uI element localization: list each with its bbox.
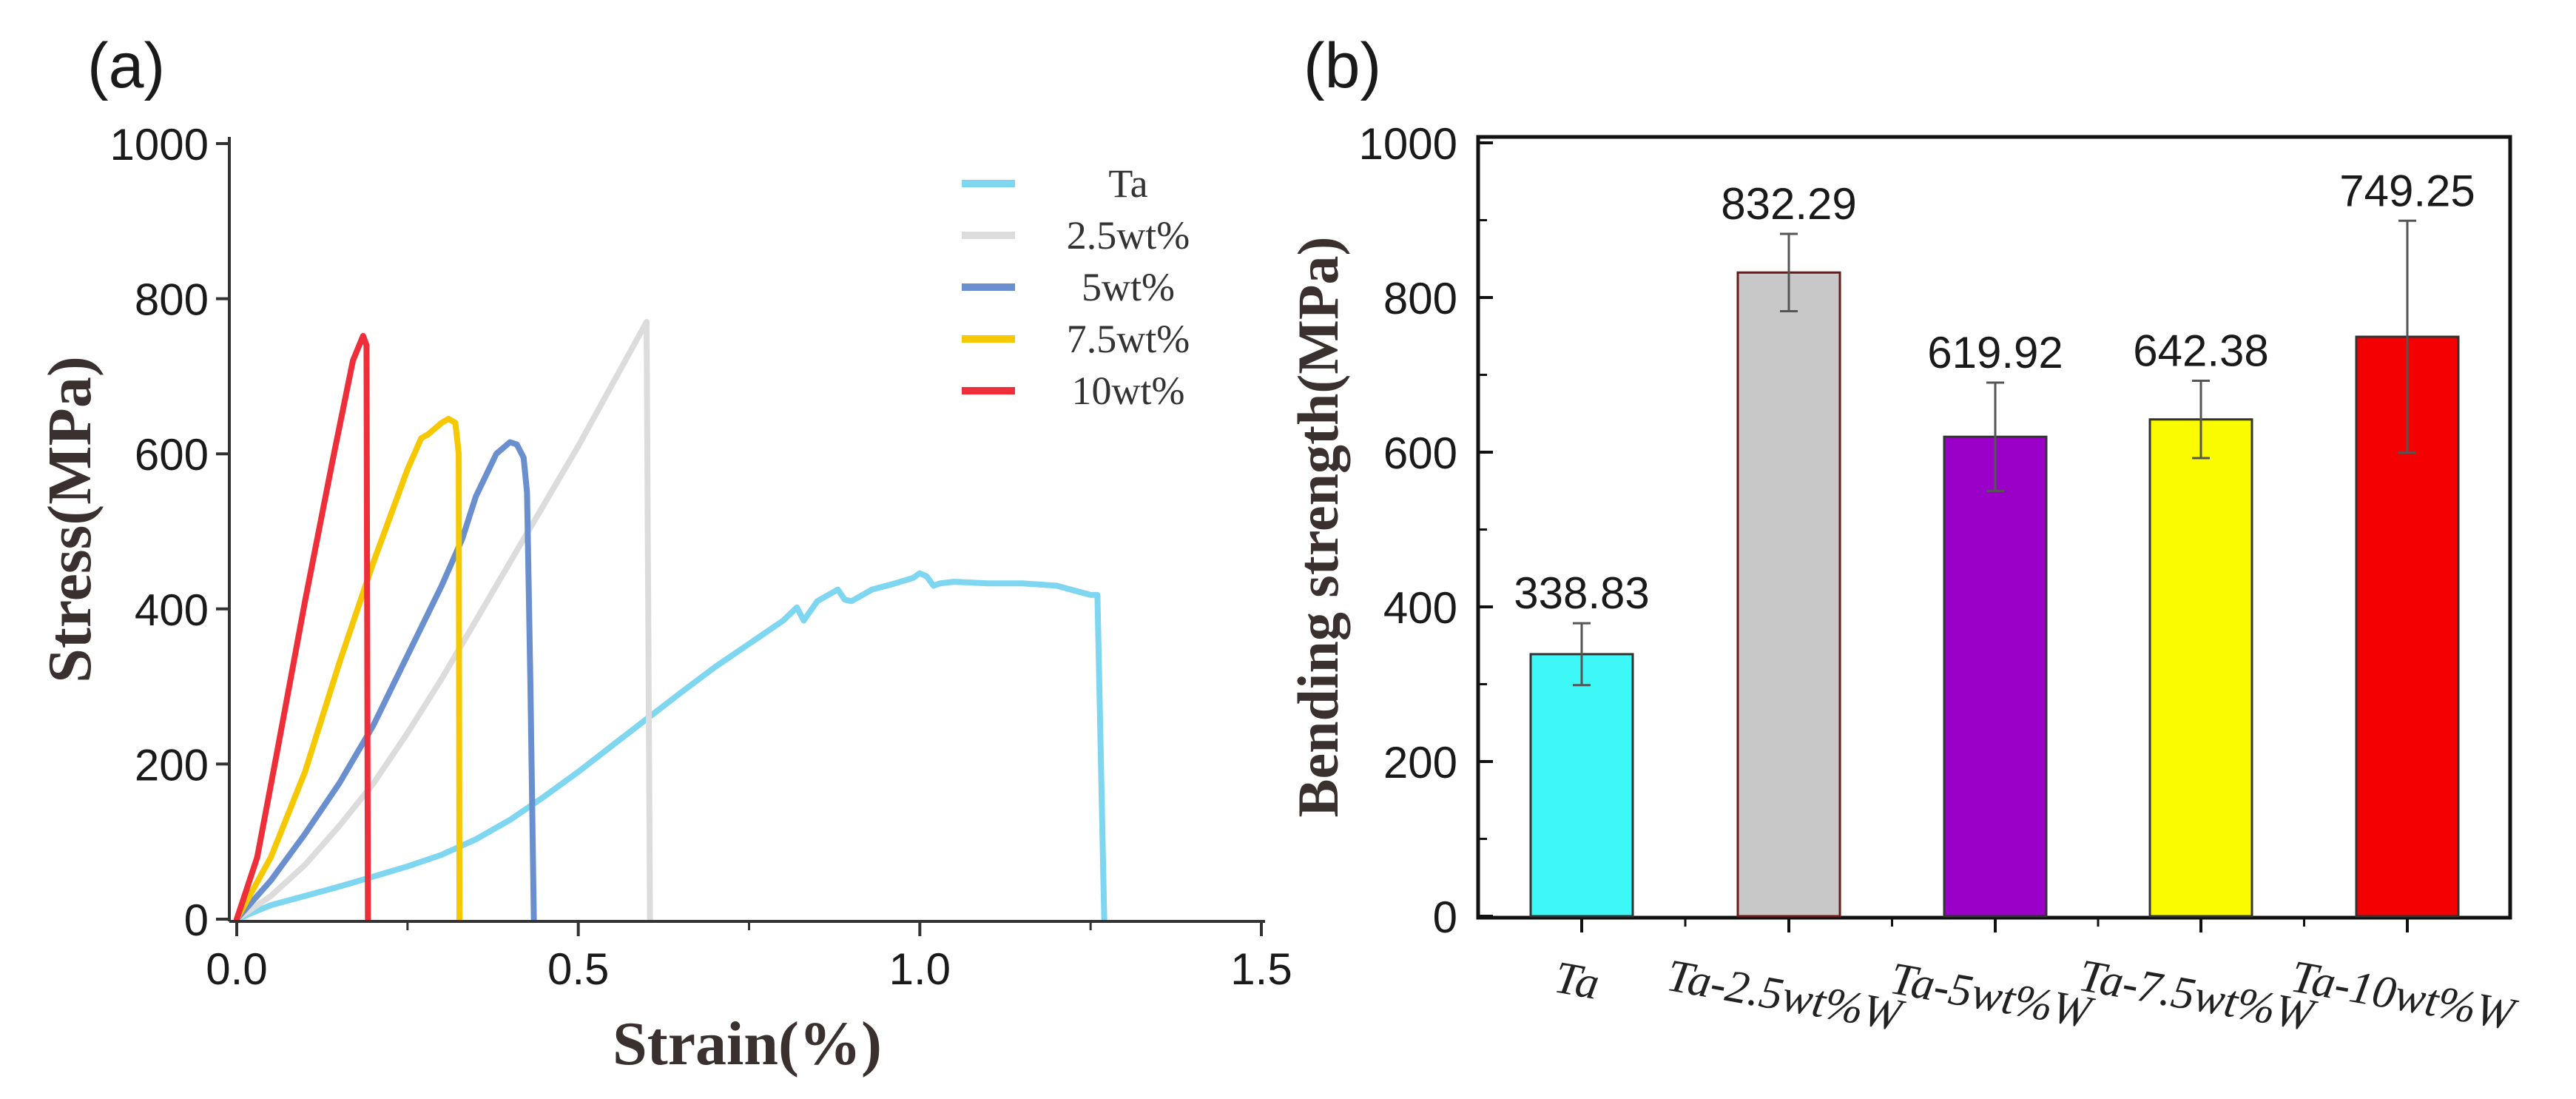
panel-b-y-ticks: 0 200 400 600 800 1000 — [1359, 119, 1493, 942]
series-line-5wt — [234, 439, 537, 922]
bar-value-label: 749.25 — [2339, 166, 2475, 215]
y-tick-label: 1000 — [1359, 119, 1457, 169]
panel-b-y-axis-label: Bending strength(MPa) — [1286, 236, 1350, 817]
panel-b-bars: 338.83 832.29 619.92 642.38 749.25 — [1514, 166, 2475, 918]
panel-b-x-ticks: Ta Ta-2.5wt%WTa-5wt%WTa-7.5wt%WTa-10wt%W — [1551, 918, 2521, 1041]
panel-a-line-chart: (a) 0.0 0.5 1.0 1.5 0 200 400 600 800 1000 Strai… — [36, 30, 1292, 1078]
panel-a-y-axis-label: Stress(MPa) — [36, 356, 104, 683]
y-tick-label: 600 — [135, 430, 209, 480]
panel-a-label: (a) — [87, 30, 165, 101]
x-tick-label: 0.5 — [547, 944, 609, 994]
bar-value-label: 619.92 — [1927, 328, 2063, 377]
x-tick-label: 0.0 — [206, 944, 267, 994]
legend-label: 10wt% — [1072, 369, 1185, 413]
series-line-ta — [234, 570, 1107, 922]
bar — [1943, 435, 2048, 918]
bar — [1529, 653, 1634, 918]
x-tick-label: Ta — [1551, 952, 1603, 1009]
y-tick-label: 0 — [184, 895, 209, 945]
y-tick-label: 200 — [135, 740, 209, 790]
panel-a-plot-area — [234, 319, 1107, 922]
legend-label: 5wt% — [1082, 265, 1175, 309]
bar-value-label: 338.83 — [1514, 568, 1650, 618]
bar — [1736, 271, 1841, 918]
legend-label: 7.5wt% — [1067, 317, 1190, 361]
y-tick-label: 1000 — [110, 120, 209, 169]
legend-label: 2.5wt% — [1067, 213, 1190, 258]
y-tick-label: 0 — [1433, 893, 1457, 942]
x-tick-label: 1.5 — [1230, 944, 1292, 994]
y-tick-label: 800 — [1383, 274, 1457, 323]
legend-label: Ta — [1108, 161, 1147, 206]
panel-a-y-ticks: 0 200 400 600 800 1000 — [110, 120, 229, 945]
panel-a-x-ticks: 0.0 0.5 1.0 1.5 — [206, 921, 1292, 994]
y-tick-label: 200 — [1383, 738, 1457, 787]
series-line-75wt — [234, 416, 462, 922]
y-tick-label: 400 — [135, 585, 209, 635]
panel-a-x-axis-label: Strain(%) — [613, 1009, 882, 1078]
x-tick-label: Ta-2.5wt%W — [1663, 950, 1909, 1041]
y-tick-label: 800 — [135, 275, 209, 325]
y-tick-label: 600 — [1383, 428, 1457, 478]
x-tick-label: Ta-7.5wt%W — [2075, 950, 2321, 1041]
bar-value-label: 832.29 — [1721, 179, 1857, 229]
y-tick-label: 400 — [1383, 583, 1457, 633]
x-tick-label: Ta-10wt%W — [2287, 951, 2522, 1041]
x-tick-label: Ta-5wt%W — [1887, 953, 2098, 1038]
series-line-10wt — [234, 332, 371, 922]
panel-b-bar-chart: (b) 338.83 832.29 619.92 642.38 749.25 0 200 4… — [1286, 30, 2521, 1041]
bar-value-label: 642.38 — [2133, 326, 2269, 375]
panel-a-legend: Ta 2.5wt% 5wt% 7.5wt% 10wt% — [962, 161, 1190, 413]
x-tick-label: 1.0 — [889, 944, 951, 994]
bar — [2148, 418, 2253, 918]
panel-b-label: (b) — [1304, 30, 1381, 101]
